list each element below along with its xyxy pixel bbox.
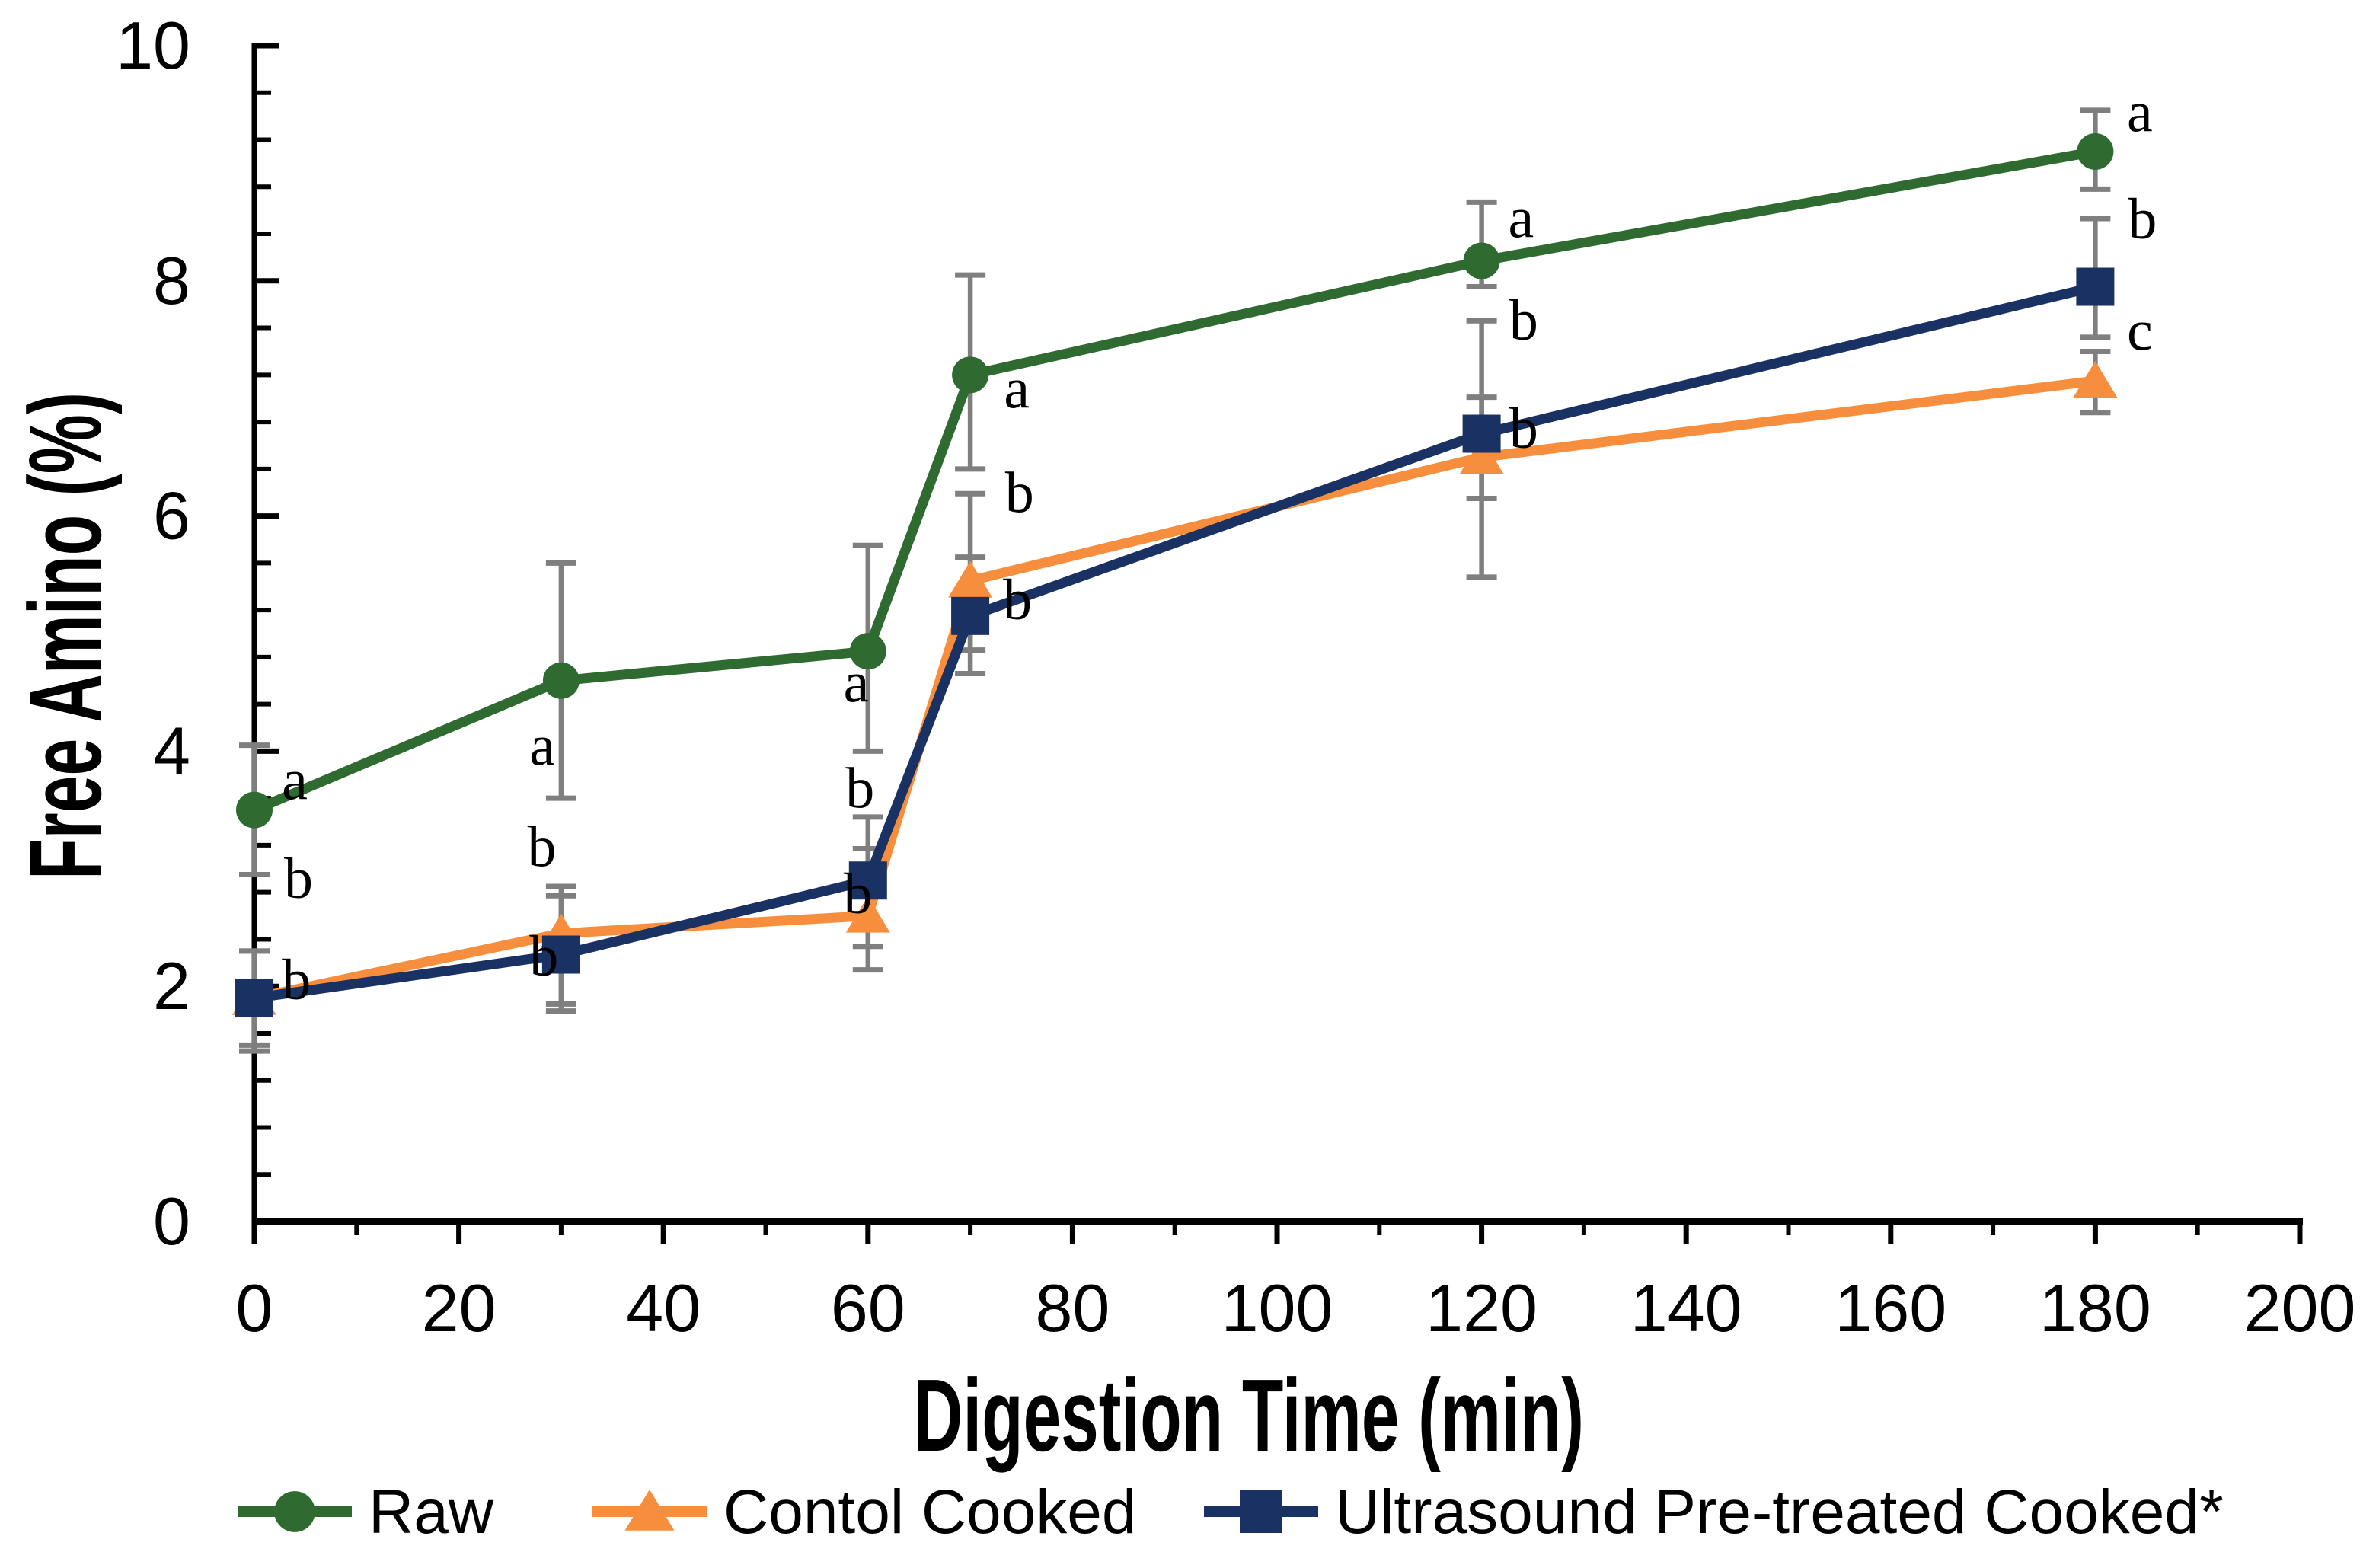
error-bars-layer [239, 107, 2111, 1054]
data-point-marker-triangle [948, 560, 993, 598]
data-point-marker-square [2076, 267, 2115, 306]
significance-letter: a [529, 714, 555, 778]
data-point-marker-triangle [1459, 437, 1504, 474]
series-line [249, 146, 2100, 816]
x-tick-label: 20 [422, 1270, 497, 1346]
significance-letter: b [845, 756, 874, 820]
data-point-marker-triangle [2073, 361, 2118, 398]
series-ultrasound-pre-treated-cooked [235, 267, 2115, 1017]
data-point-marker-square [848, 861, 887, 900]
series-line [249, 282, 2100, 1004]
significance-letter: b [1003, 568, 1032, 632]
data-point-marker-circle [542, 662, 580, 699]
significance-letter: c [2127, 299, 2153, 363]
data-point-marker-square [235, 979, 273, 1017]
legend-label: Contol Cooked [723, 1477, 1136, 1547]
data-point-marker-circle [952, 356, 989, 394]
data-point-marker-square [1462, 414, 1501, 453]
x-tick-label: 200 [2244, 1270, 2356, 1346]
data-point-marker-triangle [624, 1489, 675, 1531]
significance-letter: b [282, 948, 311, 1012]
significance-letter: b [284, 847, 313, 911]
x-tick-label: 0 [236, 1270, 273, 1346]
legend-item: Raw [238, 1477, 494, 1547]
significance-letter: b [1005, 461, 1034, 525]
series-raw [236, 133, 2114, 829]
legend: Raw Contol Cooked Ultrasound Pre-treated C… [238, 1477, 2224, 1547]
x-tick-label: 180 [2039, 1270, 2151, 1346]
data-point-marker-circle [849, 633, 886, 670]
x-tick-label: 160 [1835, 1270, 1946, 1346]
significance-letter: a [1509, 186, 1534, 250]
y-tick-label: 8 [153, 243, 190, 318]
series-contol-cooked [232, 361, 2118, 1015]
y-tick-label: 2 [153, 948, 190, 1024]
legend-item: Ultrasound Pre-treated Cooked* [1204, 1477, 2224, 1547]
significance-letter: a [2127, 80, 2153, 144]
data-point-marker-circle [2077, 133, 2114, 170]
significance-letter: b [528, 815, 557, 879]
y-axis-title: Free Amino (%) [8, 392, 123, 880]
data-point-marker-circle [1463, 242, 1500, 279]
data-point-marker-circle [236, 791, 273, 829]
significance-letter: b [1509, 289, 1538, 353]
significance-letter: b [1509, 397, 1538, 461]
x-tick-label: 100 [1221, 1270, 1333, 1346]
x-tick-label: 80 [1035, 1270, 1110, 1346]
x-axis-title: Digestion Time (min) [914, 1358, 1584, 1473]
legend-label: Ultrasound Pre-treated Cooked* [1335, 1477, 2224, 1547]
data-point-marker-square [541, 935, 580, 974]
data-point-marker-square [1240, 1490, 1282, 1533]
significance-letter: b [529, 925, 558, 988]
x-tick-label: 40 [626, 1270, 701, 1346]
y-tick-label: 10 [116, 8, 190, 83]
y-tick-label: 0 [153, 1183, 190, 1259]
significance-letter: a [844, 650, 870, 714]
x-tick-label: 60 [831, 1270, 905, 1346]
data-point-marker-circle [274, 1491, 315, 1532]
series-layer [232, 133, 2118, 1017]
legend-item: Contol Cooked [592, 1477, 1136, 1547]
legend-label: Raw [369, 1477, 494, 1547]
significance-letter: a [282, 748, 308, 812]
y-tick-label: 4 [153, 713, 190, 788]
significance-letter: a [1004, 356, 1030, 420]
data-point-marker-square [951, 596, 990, 635]
y-tick-label: 6 [153, 478, 190, 554]
data-point-marker-triangle [845, 896, 890, 933]
significance-letter: b [844, 862, 873, 926]
x-tick-label: 140 [1630, 1270, 1742, 1346]
significance-letter: b [2128, 187, 2157, 251]
x-tick-label: 120 [1426, 1270, 1538, 1346]
